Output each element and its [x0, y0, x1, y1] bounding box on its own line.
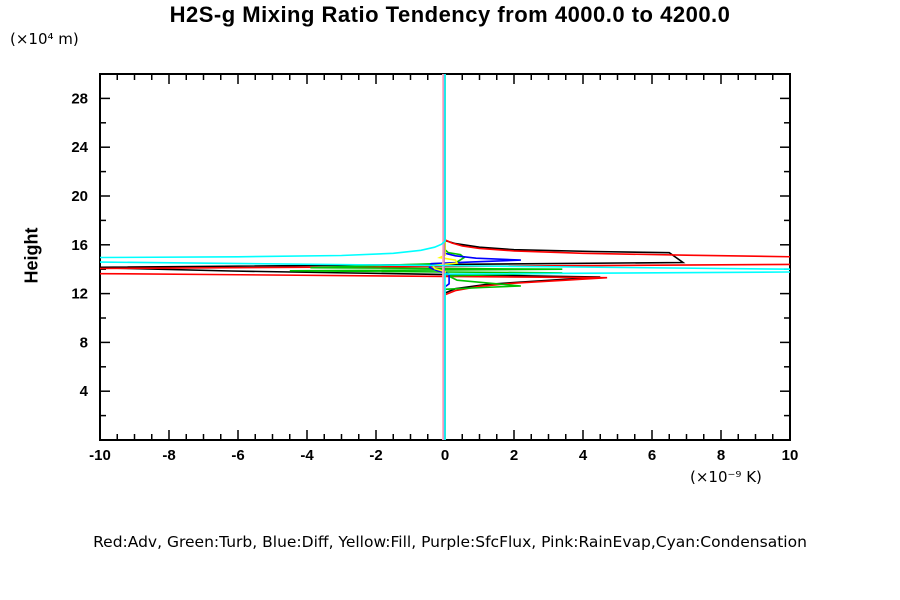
x-tick-label: 8: [717, 447, 725, 464]
y-tick-label: 16: [71, 237, 88, 254]
x-tick-label: 2: [510, 447, 518, 464]
y-tick-label: 20: [71, 188, 88, 205]
x-tick-label: -8: [162, 447, 175, 464]
legend-text: Red:Adv, Green:Turb, Blue:Diff, Yellow:F…: [93, 533, 807, 551]
series-lines: [100, 74, 790, 440]
x-tick-label: 10: [782, 447, 799, 464]
x-tick-label: 0: [441, 447, 449, 464]
y-tick-label: 8: [80, 334, 88, 351]
series-condensation: [100, 74, 790, 440]
series-diff: [428, 74, 521, 440]
x-tick-label: -6: [231, 447, 244, 464]
x-tick-label: -2: [369, 447, 382, 464]
x-tick-label: 4: [579, 447, 588, 464]
chart-title: H2S-g Mixing Ratio Tendency from 4000.0 …: [169, 2, 731, 27]
x-tick-label: -4: [300, 447, 314, 464]
series-turb: [289, 74, 563, 440]
y-tick-label: 12: [71, 286, 88, 303]
y-tick-label: 28: [71, 90, 88, 107]
y-tick-label: 4: [80, 383, 89, 400]
x-tick-label: -10: [89, 447, 111, 464]
series-adv: [100, 74, 790, 440]
y-tick-label: 24: [71, 139, 88, 156]
y-axis-units-label: (×10⁴ m): [10, 30, 79, 48]
x-axis-units-label: (×10⁻⁹ K): [690, 468, 762, 486]
x-tick-label: 6: [648, 447, 656, 464]
